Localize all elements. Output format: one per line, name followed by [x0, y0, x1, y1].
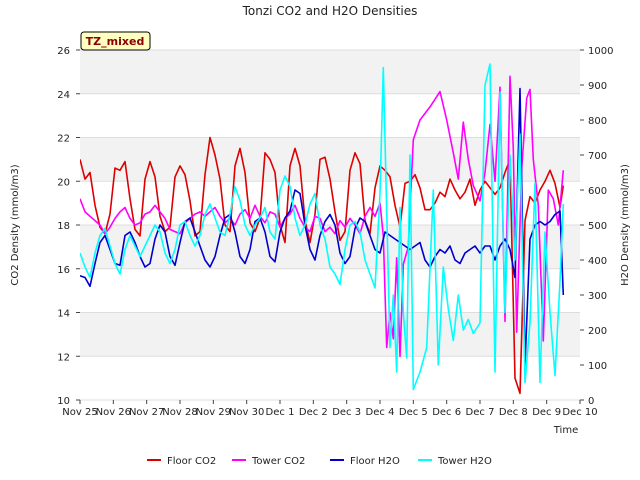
y-left-axis-ticks: 10 12 14 16 18 20 22 24 26 — [57, 46, 80, 407]
y-right-tick-label: 0 — [588, 396, 594, 407]
x-tick-label: Nov 27 — [129, 407, 164, 418]
y-right-tick-label: 800 — [588, 116, 607, 127]
y-left-tick-label: 10 — [57, 396, 70, 407]
x-tick-label: Dec 4 — [366, 407, 395, 418]
x-tick-label: Nov 30 — [229, 407, 264, 418]
y-left-axis-label: CO2 Density (mmol/m3) — [10, 164, 21, 285]
y-right-axis-label: H2O Density (mmol/m3) — [620, 164, 631, 286]
badge-box — [80, 31, 151, 51]
y-right-tick-label: 300 — [588, 291, 607, 302]
series-line-floor-h2o — [80, 87, 565, 366]
legend-label: Tower H2O — [437, 456, 492, 467]
series-line-floor-co2 — [80, 136, 565, 395]
y-right-tick-label: 500 — [588, 221, 607, 232]
badge: TZ_mixed — [80, 31, 151, 51]
plot-band — [80, 356, 580, 400]
badge-label: TZ_mixed — [86, 35, 145, 48]
x-tick-label: Dec 2 — [299, 407, 328, 418]
y-left-tick-label: 16 — [57, 265, 70, 276]
y-right-tick-label: 400 — [588, 256, 607, 267]
y-right-tick-label: 200 — [588, 326, 607, 337]
x-tick-label: Nov 25 — [62, 407, 97, 418]
x-axis-label: Time — [553, 425, 578, 436]
y-right-tick-label: 100 — [588, 361, 607, 372]
plot-band — [80, 225, 580, 269]
legend-label: Tower CO2 — [251, 456, 305, 467]
x-tick-label: Dec 8 — [499, 407, 528, 418]
y-right-axis-ticks: 0 100 200 300 400 500 600 700 800 900 1000 — [580, 46, 613, 407]
series-line-tower-h2o — [80, 63, 565, 391]
x-tick-label: Dec 3 — [332, 407, 361, 418]
x-tick-label: Dec 7 — [466, 407, 495, 418]
y-right-tick-label: 600 — [588, 186, 607, 197]
x-tick-label: Nov 26 — [96, 407, 131, 418]
legend-label: Floor H2O — [350, 456, 400, 467]
y-left-tick-label: 22 — [57, 134, 70, 145]
x-tick-label: Dec 1 — [266, 407, 295, 418]
y-right-tick-label: 700 — [588, 151, 607, 162]
plot-band — [80, 93, 580, 138]
plot-band — [80, 50, 580, 94]
chart-title: Tonzi CO2 and H2O Densities — [242, 4, 418, 18]
series-line-tower-co2 — [80, 75, 565, 358]
x-tick-label: Dec 9 — [532, 407, 561, 418]
legend-label: Floor CO2 — [167, 456, 216, 467]
y-left-tick-label: 12 — [57, 352, 70, 363]
y-left-tick-label: 18 — [57, 221, 70, 232]
plot-band — [80, 181, 580, 225]
y-left-tick-label: 24 — [57, 90, 70, 101]
y-right-tick-label: 1000 — [588, 46, 613, 57]
y-right-tick-label: 900 — [588, 81, 607, 92]
y-left-tick-label: 14 — [57, 309, 70, 320]
y-left-tick-label: 26 — [57, 46, 70, 57]
x-tick-label: Dec 10 — [562, 407, 597, 418]
x-tick-label: Nov 28 — [162, 407, 197, 418]
y-left-tick-label: 20 — [57, 177, 70, 188]
series-layer — [80, 63, 565, 395]
x-tick-label: Dec 6 — [432, 407, 461, 418]
legend: Floor CO2 Tower CO2 Floor H2O Tower H2O — [147, 456, 492, 467]
x-tick-label: Nov 29 — [196, 407, 231, 418]
x-tick-label: Dec 5 — [399, 407, 428, 418]
